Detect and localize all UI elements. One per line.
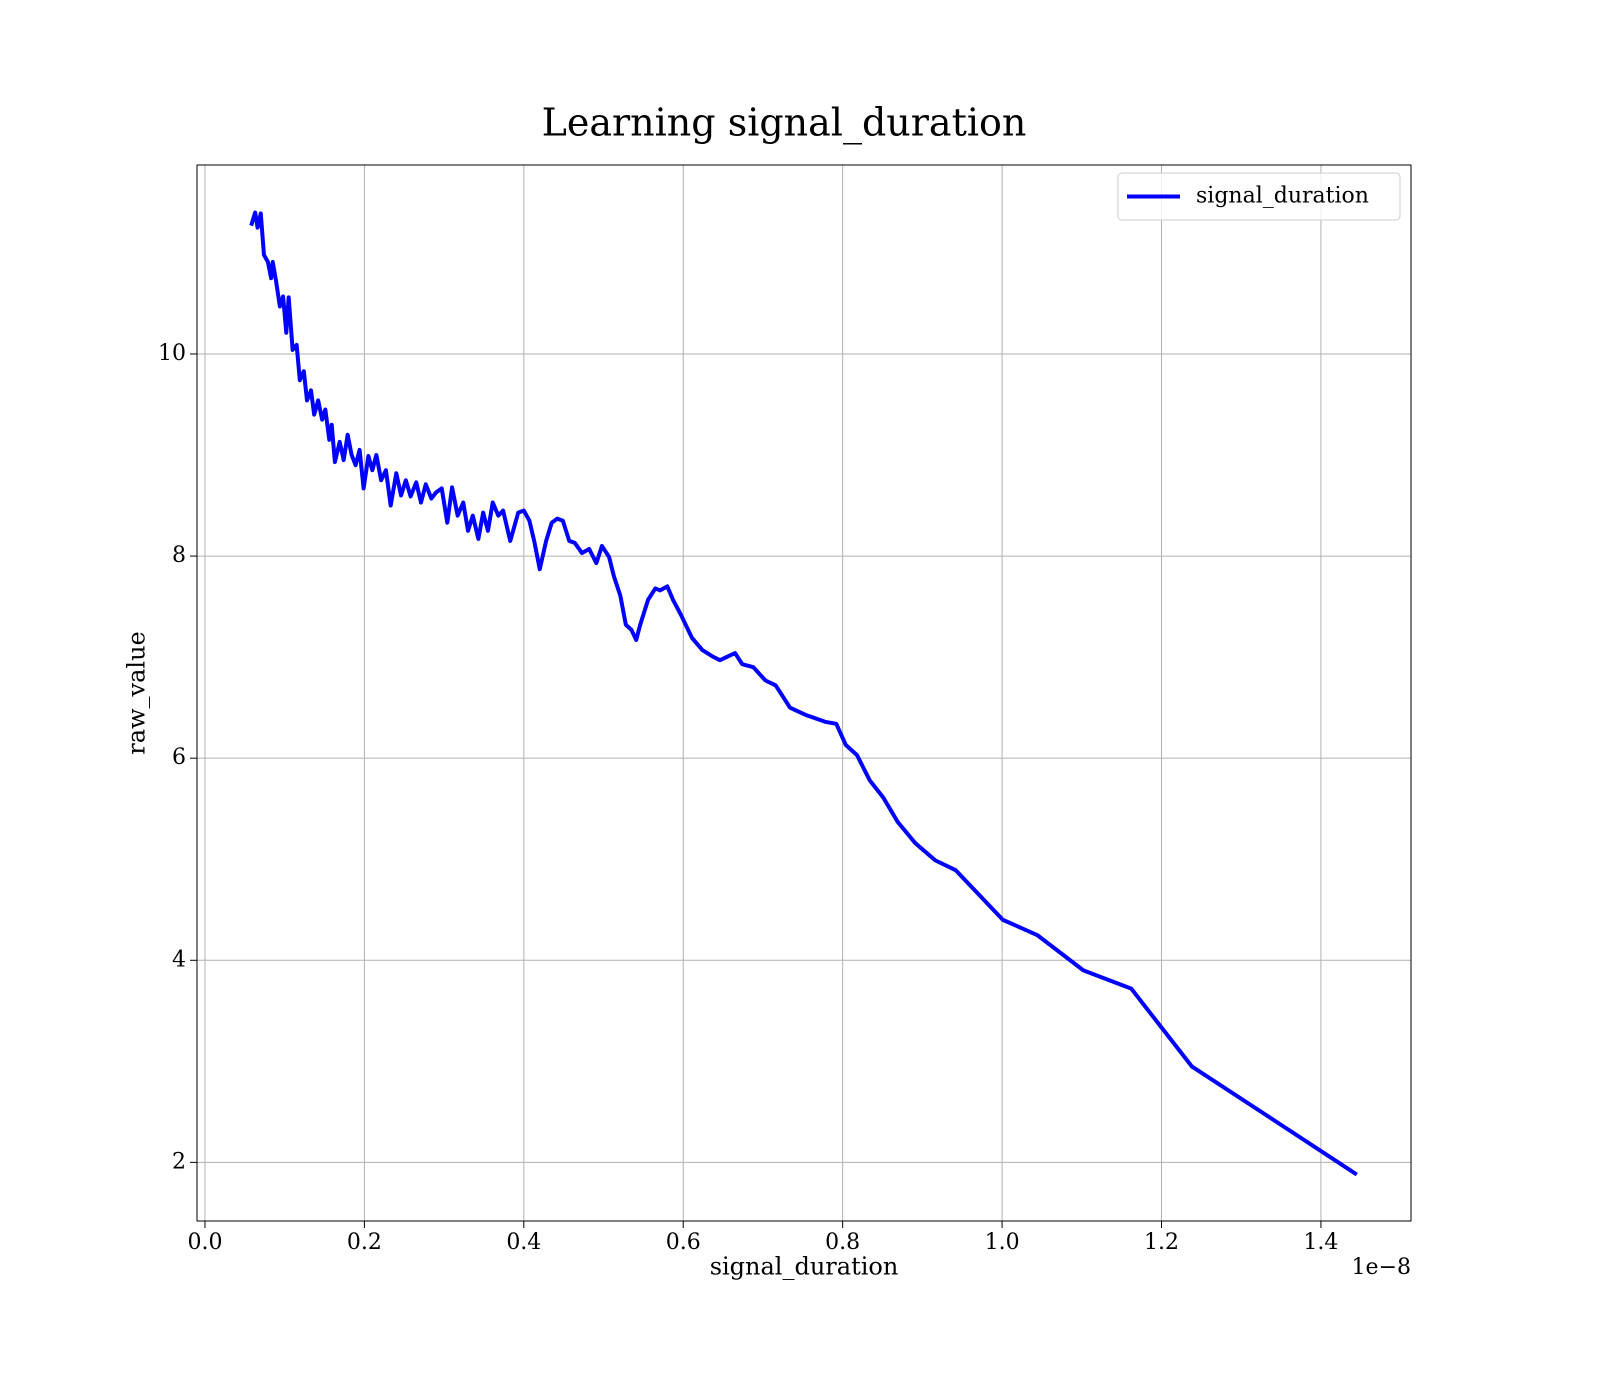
y-tick-label: 2 [172,1149,186,1174]
x-tick-label: 0.8 [825,1230,860,1255]
x-tick-label: 0.2 [347,1230,382,1255]
x-tick-label: 0.4 [506,1230,541,1255]
legend-box [1117,172,1401,221]
y-tick-label: 4 [172,947,186,972]
chart-title: Learning signal_duration [542,101,1027,146]
legend-label: signal_duration [1196,184,1369,209]
x-tick-label: 1.2 [1144,1230,1179,1255]
y-tick-label: 10 [158,341,186,366]
y-tick-label: 6 [172,745,186,770]
x-tick-label: 0.6 [666,1230,701,1255]
y-axis-label: raw_value [123,631,151,755]
x-tick-label: 1.0 [985,1230,1020,1255]
x-offset-text: 1e−8 [1352,1255,1411,1280]
data-line [249,210,1358,1177]
x-tick-label: 1.4 [1303,1230,1338,1255]
x-tick-label: 0.0 [187,1230,222,1255]
y-tick-label: 8 [172,543,186,568]
plot-frame [196,164,1412,1222]
x-axis-label: signal_duration [710,1253,899,1281]
